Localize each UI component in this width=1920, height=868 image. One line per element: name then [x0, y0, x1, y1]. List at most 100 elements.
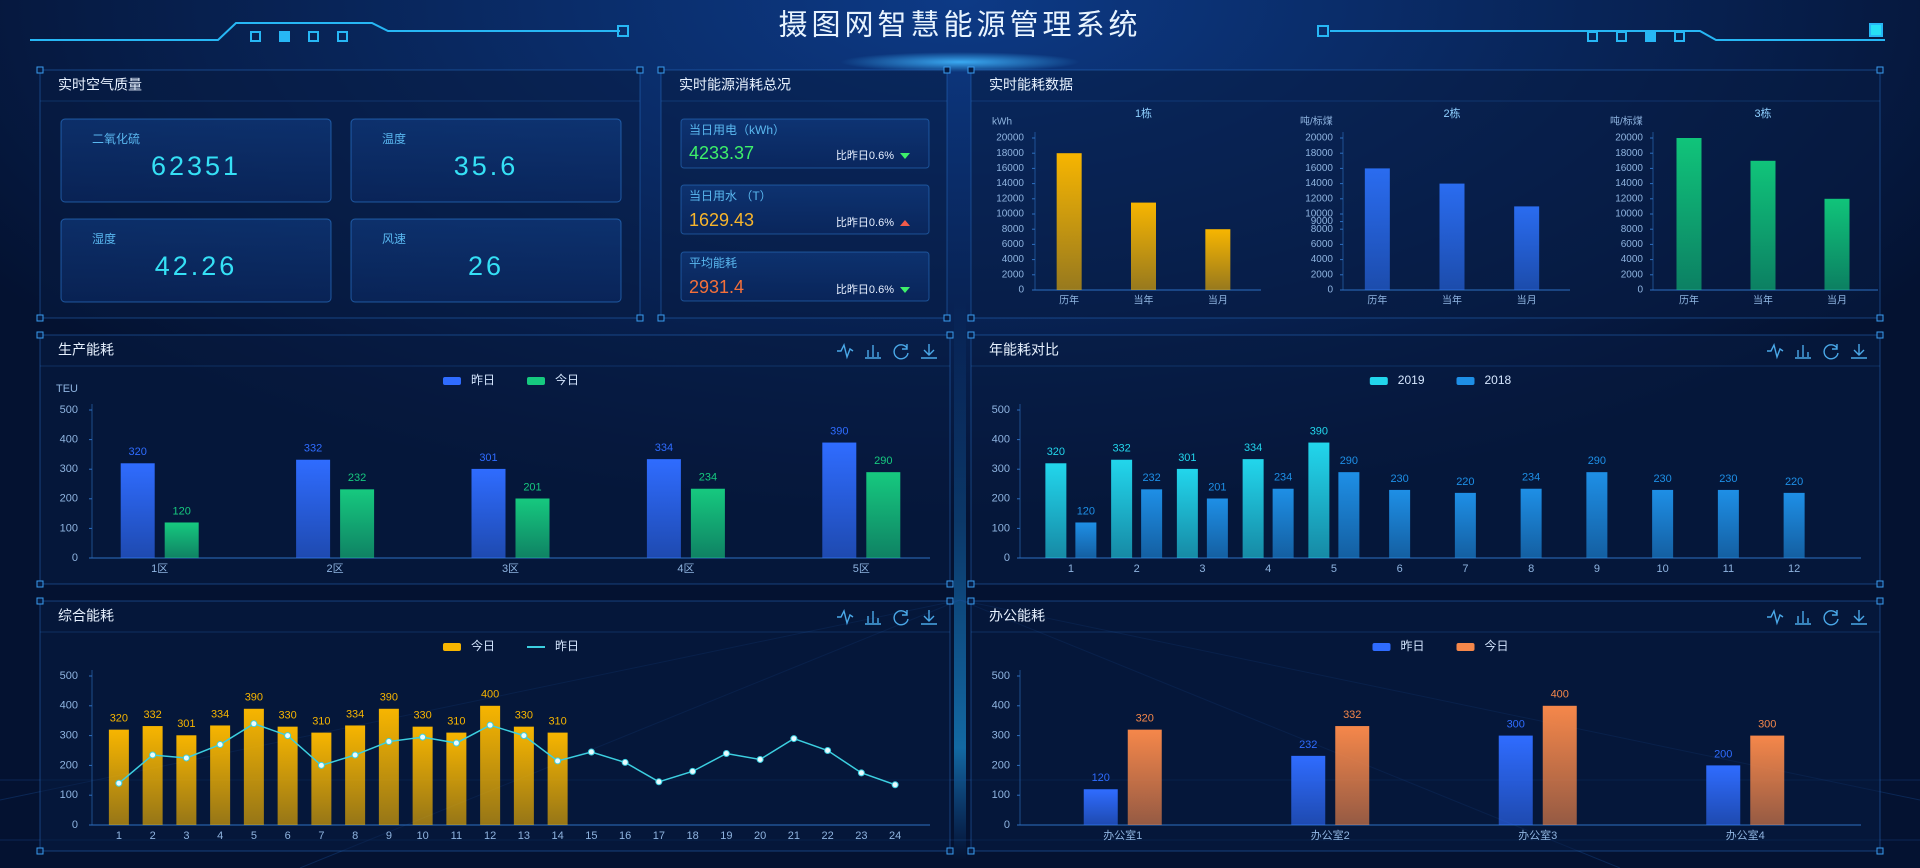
data-label: 390 [1310, 425, 1328, 437]
x-tick-label: 3 [1199, 563, 1205, 575]
bar [1783, 492, 1805, 558]
summary-label: 当日用水 （T） [689, 189, 772, 203]
chart-title: 3栋 [1754, 106, 1771, 120]
x-tick-label: 17 [653, 830, 665, 842]
x-tick-label: 2区 [327, 563, 344, 575]
bar [210, 725, 231, 825]
panel-corner [1876, 66, 1884, 74]
y-tick-label: 200 [60, 759, 78, 771]
bar [120, 463, 155, 558]
tool-bar-chart[interactable] [865, 345, 881, 359]
bar [1586, 472, 1608, 558]
data-label: 290 [1340, 455, 1358, 467]
bar [1514, 206, 1540, 290]
tool-bar-chart[interactable] [865, 611, 881, 625]
tool-bar-chart[interactable] [1795, 611, 1811, 625]
panel-title: 实时空气质量 [58, 77, 142, 93]
bar [1083, 789, 1118, 825]
data-label: 390 [830, 425, 848, 437]
trend-arrow [900, 153, 910, 159]
x-tick-label: 8 [1528, 563, 1534, 575]
legend-label: 今日 [471, 638, 495, 653]
page-title: 摄图网智慧能源管理系统 [778, 9, 1141, 42]
y-tick-label: 12000 [996, 193, 1024, 204]
y-tick-label: 0 [72, 819, 78, 831]
tool-line-chart[interactable] [837, 608, 854, 626]
tool-refresh[interactable] [893, 610, 909, 626]
y-tick-label: 300 [60, 730, 78, 742]
x-tick-label: 9 [386, 830, 392, 842]
x-tick-label: 1 [116, 830, 122, 842]
tool-line-chart[interactable] [1767, 342, 1784, 360]
card-label: 二氧化硫 [92, 131, 140, 146]
legend: 今日 昨日 [442, 638, 579, 653]
legend-label: 昨日 [471, 373, 495, 387]
x-tick-label: 11 [1723, 563, 1734, 575]
y-tick-label: 10000 [996, 209, 1024, 220]
data-label: 232 [348, 472, 366, 484]
x-tick-label: 1区 [151, 563, 168, 575]
card [350, 218, 622, 303]
x-tick-label: 9 [1594, 563, 1600, 575]
bar [311, 732, 332, 825]
data-label: 334 [655, 442, 673, 454]
bar [1205, 229, 1231, 290]
y-tick-label: 14000 [996, 178, 1024, 189]
x-tick-label: 13 [518, 830, 530, 842]
data-label: 120 [1077, 505, 1095, 517]
y-tick-label: 8000 [1311, 224, 1334, 235]
tool-refresh[interactable] [1823, 344, 1839, 360]
bar [1141, 489, 1163, 558]
panel-corner [1876, 580, 1884, 588]
legend-swatch [1369, 377, 1388, 385]
line-point [689, 767, 697, 775]
data-label: 234 [1522, 472, 1540, 484]
y-tick-label: 400 [60, 700, 78, 712]
summary-value: 4233.37 [689, 143, 754, 163]
y-tick-label: 0 [1327, 285, 1333, 296]
x-tick-label: 21 [788, 830, 800, 842]
bar [1717, 489, 1739, 558]
line-point [824, 747, 832, 754]
data-label: 120 [1092, 772, 1110, 784]
y-tick-label: 4000 [1002, 254, 1025, 265]
card-value: 62351 [151, 151, 241, 181]
tool-download[interactable] [921, 610, 937, 625]
data-label: 120 [173, 505, 191, 517]
x-tick-label: 15 [585, 830, 597, 842]
summary-compare: 比昨日0.6% [836, 216, 894, 229]
data-label: 300 [1758, 719, 1776, 731]
x-tick-label: 19 [720, 830, 732, 842]
line-point [182, 754, 190, 762]
summary-label: 当日用电（kWh） [689, 123, 785, 137]
data-label: 332 [304, 443, 322, 455]
line-point [722, 749, 730, 757]
line-point [891, 781, 899, 789]
legend-label: 2019 [1398, 373, 1425, 387]
tool-bar-chart[interactable] [1795, 345, 1811, 359]
data-label: 290 [1588, 455, 1606, 467]
tool-download[interactable] [1851, 344, 1867, 359]
panel [970, 334, 1881, 585]
bar [822, 442, 857, 558]
tool-refresh[interactable] [1823, 610, 1839, 626]
tool-download[interactable] [921, 344, 937, 359]
y-axis-label: kWh [992, 117, 1012, 128]
panel-corner [967, 597, 975, 605]
y-tick-label: 4000 [1311, 254, 1334, 265]
bar [547, 732, 568, 825]
bar [1652, 489, 1674, 558]
y-tick-label: 100 [60, 522, 78, 534]
tool-line-chart[interactable] [837, 342, 854, 360]
glow [954, 300, 966, 860]
legend-label: 今日 [1485, 638, 1509, 653]
charts: 1栋kWh02000400060008000100001200014000160… [56, 106, 1878, 842]
legend-swatch [1456, 377, 1475, 385]
x-tick-label: 历年 [1679, 294, 1699, 307]
tool-line-chart[interactable] [1767, 608, 1784, 626]
tool-download[interactable] [1851, 610, 1867, 625]
chart-title: 2栋 [1443, 106, 1460, 120]
tool-refresh[interactable] [893, 344, 909, 360]
